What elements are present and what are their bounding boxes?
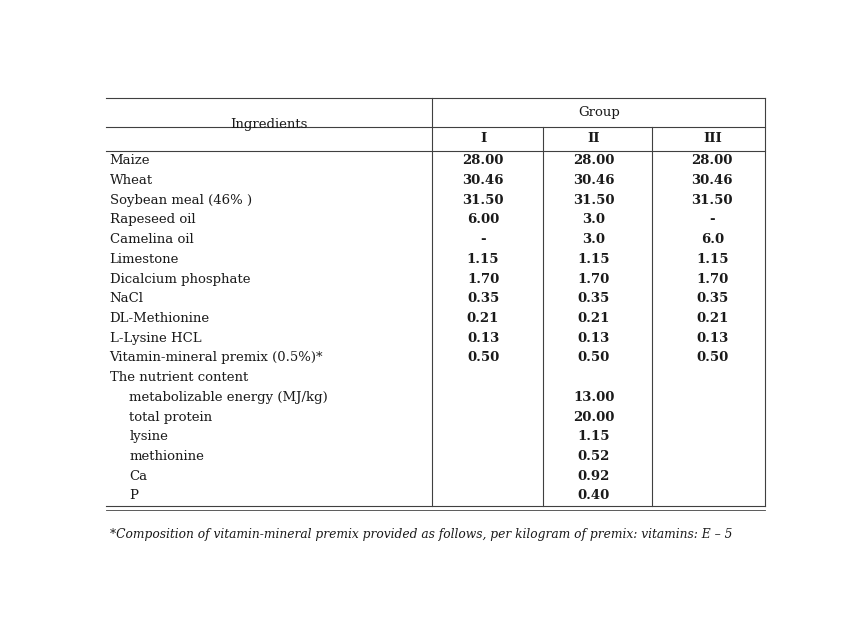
Text: 6.00: 6.00 [467, 213, 499, 227]
Text: 0.50: 0.50 [578, 351, 609, 365]
Text: 0.50: 0.50 [467, 351, 499, 365]
Text: DL-Methionine: DL-Methionine [110, 312, 210, 325]
Text: 13.00: 13.00 [573, 391, 615, 404]
Text: 1.70: 1.70 [467, 273, 499, 286]
Text: *Composition of vitamin-mineral premix provided as follows, per kilogram of prem: *Composition of vitamin-mineral premix p… [110, 528, 732, 541]
Text: 1.70: 1.70 [696, 273, 728, 286]
Text: methionine: methionine [129, 450, 204, 463]
Text: total protein: total protein [129, 411, 212, 423]
Text: Wheat: Wheat [110, 174, 153, 187]
Text: 0.35: 0.35 [467, 292, 499, 305]
Text: 31.50: 31.50 [573, 194, 615, 207]
Text: Camelina oil: Camelina oil [110, 233, 193, 246]
Text: L-Lysine HCL: L-Lysine HCL [110, 332, 201, 345]
Text: Ca: Ca [129, 469, 147, 483]
Text: -: - [710, 213, 715, 227]
Text: 31.50: 31.50 [692, 194, 733, 207]
Text: 6.0: 6.0 [700, 233, 724, 246]
Text: 28.00: 28.00 [692, 155, 733, 167]
Text: lysine: lysine [129, 430, 168, 443]
Text: Maize: Maize [110, 155, 150, 167]
Text: Group: Group [578, 105, 620, 119]
Text: 30.46: 30.46 [462, 174, 504, 187]
Text: 0.21: 0.21 [467, 312, 499, 325]
Text: 0.92: 0.92 [577, 469, 610, 483]
Text: 1.15: 1.15 [696, 253, 728, 266]
Text: NaCl: NaCl [110, 292, 144, 305]
Text: Vitamin-mineral premix (0.5%)*: Vitamin-mineral premix (0.5%)* [110, 351, 323, 365]
Text: 1.15: 1.15 [467, 253, 499, 266]
Text: 0.13: 0.13 [696, 332, 728, 345]
Text: metabolizable energy (MJ/kg): metabolizable energy (MJ/kg) [129, 391, 328, 404]
Text: Ingredients: Ingredients [230, 118, 308, 131]
Text: 0.52: 0.52 [577, 450, 610, 463]
Text: 0.21: 0.21 [577, 312, 610, 325]
Text: Limestone: Limestone [110, 253, 178, 266]
Text: 0.21: 0.21 [696, 312, 728, 325]
Text: Rapeseed oil: Rapeseed oil [110, 213, 196, 227]
Text: P: P [129, 490, 139, 502]
Text: 28.00: 28.00 [462, 155, 504, 167]
Text: 1.15: 1.15 [577, 253, 610, 266]
Text: 0.50: 0.50 [696, 351, 728, 365]
Text: 20.00: 20.00 [573, 411, 615, 423]
Text: -: - [480, 233, 486, 246]
Text: 0.13: 0.13 [467, 332, 499, 345]
Text: 1.15: 1.15 [577, 430, 610, 443]
Text: 30.46: 30.46 [573, 174, 615, 187]
Text: 0.35: 0.35 [578, 292, 609, 305]
Text: Soybean meal (46% ): Soybean meal (46% ) [110, 194, 252, 207]
Text: 30.46: 30.46 [692, 174, 733, 187]
Text: 0.35: 0.35 [696, 292, 728, 305]
Text: III: III [703, 133, 722, 145]
Text: 28.00: 28.00 [573, 155, 615, 167]
Text: The nutrient content: The nutrient content [110, 371, 248, 384]
Text: 0.40: 0.40 [578, 490, 609, 502]
Text: Dicalcium phosphate: Dicalcium phosphate [110, 273, 250, 286]
Text: 1.70: 1.70 [578, 273, 609, 286]
Text: I: I [480, 133, 486, 145]
Text: 31.50: 31.50 [462, 194, 504, 207]
Text: 0.13: 0.13 [578, 332, 609, 345]
Text: 3.0: 3.0 [582, 233, 605, 246]
Text: II: II [587, 133, 600, 145]
Text: 3.0: 3.0 [582, 213, 605, 227]
